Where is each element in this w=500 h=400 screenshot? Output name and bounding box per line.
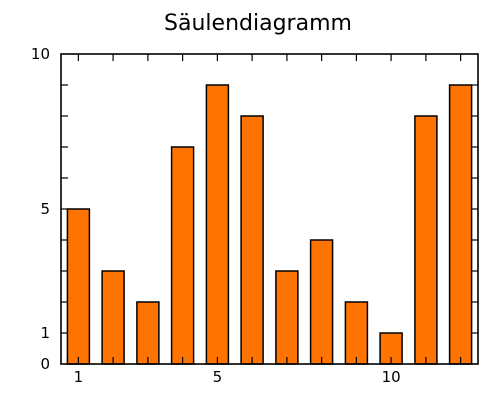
bar-11	[414, 115, 438, 365]
plot-frame	[60, 53, 479, 365]
x-tick-label-10: 10	[382, 368, 401, 386]
x-tick-label-5: 5	[213, 368, 223, 386]
bar-4	[170, 146, 195, 365]
chart-title: Säulendiagramm	[164, 11, 352, 36]
bar-7	[275, 270, 299, 365]
bar-2	[101, 270, 125, 365]
bar-5	[205, 84, 230, 365]
bar-6	[240, 115, 264, 365]
y-tick-label-5: 5	[40, 200, 50, 218]
bar-12	[448, 84, 473, 365]
bar-3	[136, 301, 160, 365]
y-tick-label-0: 0	[40, 355, 50, 373]
y-tick-label-10: 10	[31, 45, 50, 63]
y-tick-label-1: 1	[40, 324, 50, 342]
bar-9	[344, 301, 369, 365]
bar-1	[66, 208, 91, 365]
bar-8	[309, 239, 334, 365]
x-tick-label-1: 1	[74, 368, 84, 386]
tick-marks-group	[61, 54, 478, 364]
bars-group	[66, 84, 473, 365]
